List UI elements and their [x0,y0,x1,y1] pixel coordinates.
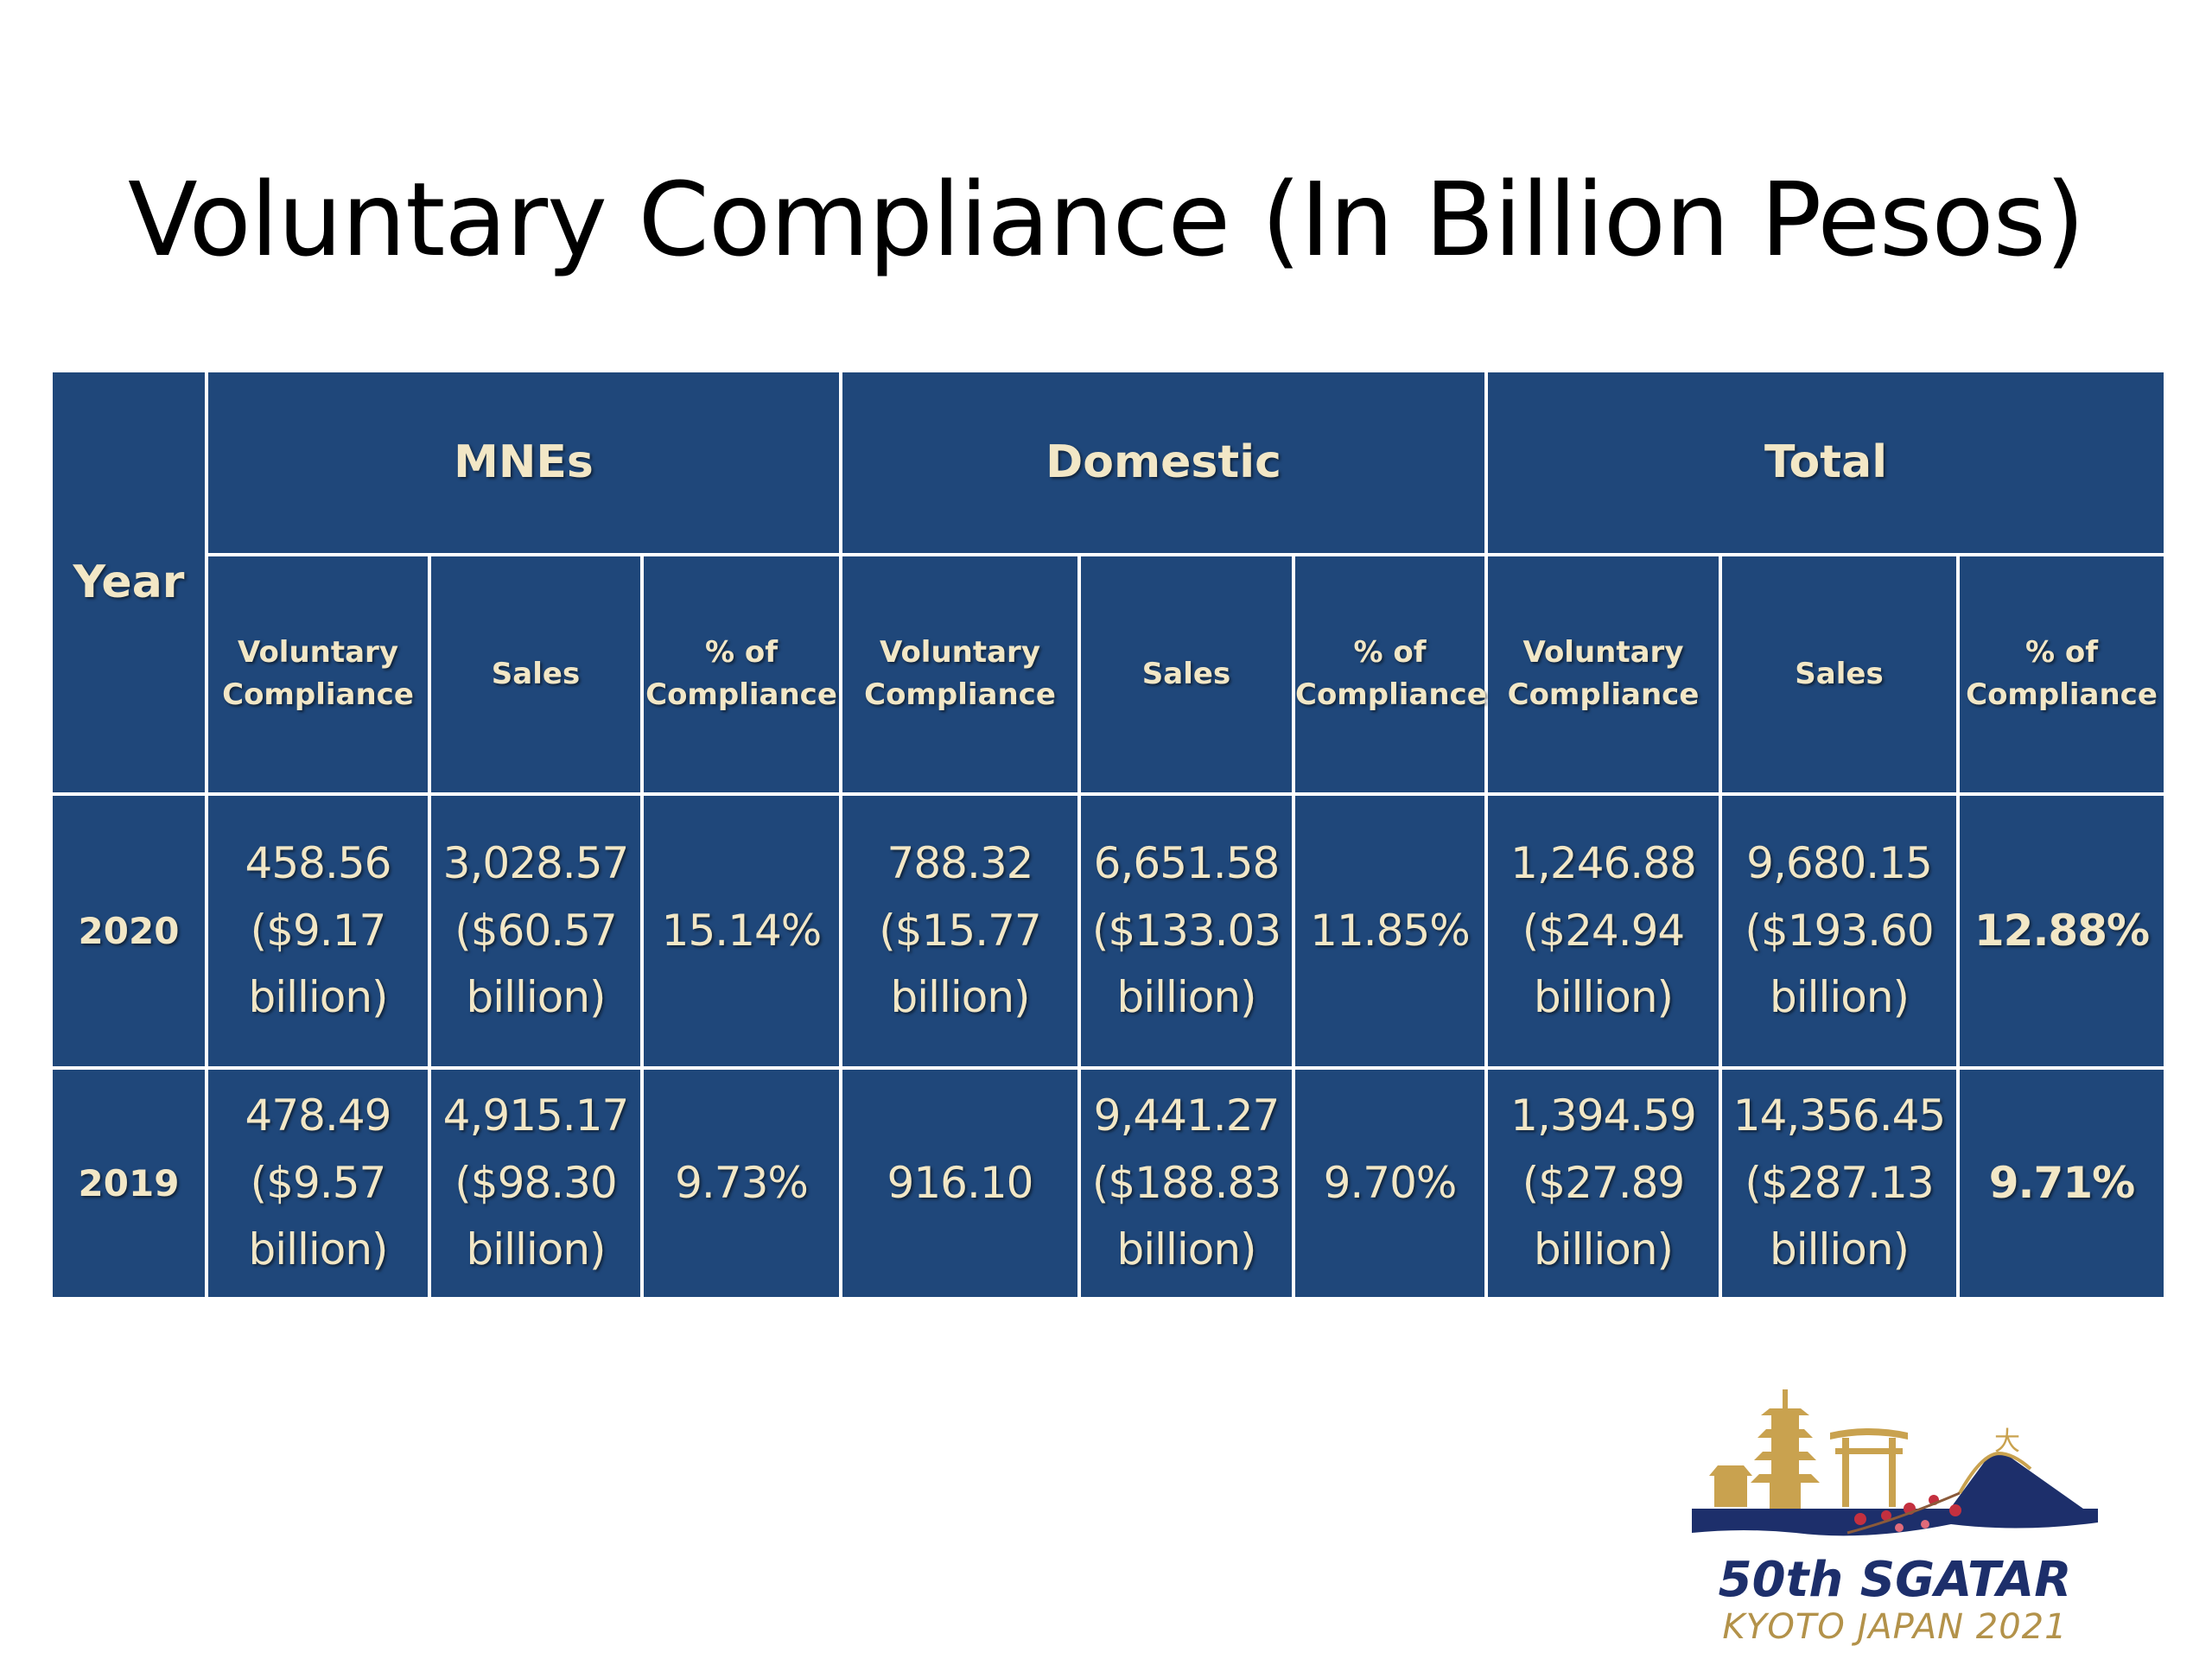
value-cell: 4,915.17 ($98.30 billion) [428,1065,644,1301]
sgatar-logo: 大 50th SGATAR KYOTO JAPAN 2021 [1692,1363,2098,1649]
cell-line: ($193.60 [1745,905,1934,956]
value-cell: 788.32 ($15.77 billion) [839,791,1081,1070]
cell-line: 9.71% [1988,1158,2135,1209]
cell-line: 9.70% [1323,1158,1458,1209]
cell-line: 15.14% [661,906,823,957]
value-cell: 478.49 ($9.57 billion) [205,1065,431,1301]
cell-line: Sales [1141,656,1231,691]
value-cell: 1,246.88 ($24.94 billion) [1484,791,1722,1070]
year-cell: 2019 [49,1065,208,1301]
kyoto-skyline-mountain-logo: 大 [1692,1389,2098,1536]
cell-line: 478.49 [245,1090,392,1141]
cell-line: 12.88% [1974,906,2150,957]
cell-line: 4,915.17 [442,1090,630,1141]
cell-line: ($15.77 [879,905,1041,956]
cell-line: ($287.13 [1745,1157,1934,1208]
group-header-row: Year MNEs Domestic Total [49,369,2167,796]
cell-line: % of [2024,635,2099,670]
cell-line: ($98.30 [454,1157,617,1208]
value-cell: 14,356.45 ($287.13 billion) [1719,1065,1960,1301]
table-row: 2020 458.56 ($9.17 billion) 3,028.57 ($60.57 b… [49,791,2167,1070]
cell-line: Voluntary [879,635,1040,670]
percent-cell: 9.70% [1292,1065,1488,1301]
cell-line: ($60.57 [454,905,617,956]
cell-line: 1,246.88 [1510,838,1697,889]
compliance-table: Year MNEs Domestic Total Voluntary Compli… [49,369,2167,1301]
table-row: 2019 478.49 ($9.57 billion) 4,915.17 ($98.30 b… [49,1065,2167,1301]
cell-line: 9,680.15 [1746,838,1933,889]
cell-line: Compliance [1966,677,2158,713]
cell-line: Compliance [1507,677,1700,713]
cell-line: 1,394.59 [1510,1090,1697,1141]
cell-line: billion) [1533,1224,1674,1275]
cell-line: 9,441.27 [1093,1090,1281,1141]
value-cell: 458.56 ($9.17 billion) [205,791,431,1070]
column-header: Sales [1077,552,1295,796]
cell-line: Compliance [645,677,837,713]
cell-line: Voluntary [1522,635,1684,670]
cell-line: billion) [1116,972,1256,1023]
cell-line: billion) [248,1224,388,1275]
logo-mark-text: 大 [1994,1427,2020,1457]
cell-line: Sales [1795,656,1884,691]
column-header: % of Compliance [1292,552,1488,796]
cell-line: Sales [491,656,581,691]
group-header-total: Total [1484,369,2167,556]
cell-line: billion) [1769,972,1910,1023]
column-header: Sales [1719,552,1960,796]
percent-cell: 15.14% [640,791,842,1070]
year-header: Year [49,369,208,796]
cell-line: 788.32 [887,838,1034,889]
cell-line: % of [1353,635,1427,670]
cell-line: ($133.03 [1091,905,1281,956]
cell-line: 458.56 [245,838,392,889]
year-cell: 2020 [49,791,208,1070]
cell-line: ($27.89 [1522,1157,1685,1208]
cell-line: billion) [1533,972,1674,1023]
percent-cell: 11.85% [1292,791,1488,1070]
cell-line: billion) [1116,1224,1256,1275]
cell-line: 9.73% [675,1158,809,1209]
cell-line: Compliance [1295,677,1487,713]
column-header: % of Compliance [640,552,842,796]
cell-line: ($9.17 [250,905,387,956]
column-header: Voluntary Compliance [839,552,1081,796]
cell-line: 916.10 [887,1157,1034,1208]
logo-subtitle: KYOTO JAPAN 2021 [1722,1607,2068,1647]
cell-line: billion) [1769,1224,1910,1275]
value-cell: 916.10 [839,1065,1081,1301]
cell-line: billion) [890,972,1030,1023]
value-cell: 1,394.59 ($27.89 billion) [1484,1065,1722,1301]
cell-line: 14,356.45 [1732,1090,1946,1141]
cell-line: Voluntary [237,635,398,670]
percent-cell: 12.88% [1956,791,2167,1070]
cell-line: ($24.94 [1522,905,1685,956]
group-header-mnes: MNEs [205,369,842,556]
column-header: Sales [428,552,644,796]
logo-title: 50th SGATAR [1718,1552,2072,1608]
sub-header-row: Voluntary Compliance Sales% of Compliance Vo… [51,552,2167,796]
column-header: Voluntary Compliance [1484,552,1722,796]
cell-line: billion) [466,1224,606,1275]
slide-title: Voluntary Compliance (In Billion Pesos) [127,160,2085,279]
cell-line: billion) [466,972,606,1023]
percent-cell: 9.73% [640,1065,842,1301]
value-cell: 3,028.57 ($60.57 billion) [428,791,644,1070]
cell-line: billion) [248,972,388,1023]
value-cell: 6,651.58 ($133.03 billion) [1077,791,1295,1070]
cell-line: 6,651.58 [1093,838,1281,889]
value-cell: 9,441.27 ($188.83 billion) [1077,1065,1295,1301]
cell-line: 3,028.57 [442,838,630,889]
value-cell: 9,680.15 ($193.60 billion) [1719,791,1960,1070]
column-header: Voluntary Compliance [205,552,431,796]
group-header-domestic: Domestic [839,369,1488,556]
cell-line: 11.85% [1310,906,1471,957]
percent-cell: 9.71% [1956,1065,2167,1301]
cell-line: Compliance [864,677,1056,713]
cell-line: Compliance [222,677,414,713]
cell-line: % of [704,635,779,670]
cell-line: ($188.83 [1091,1157,1281,1208]
column-header: % of Compliance [1956,552,2167,796]
cell-line: ($9.57 [250,1157,387,1208]
